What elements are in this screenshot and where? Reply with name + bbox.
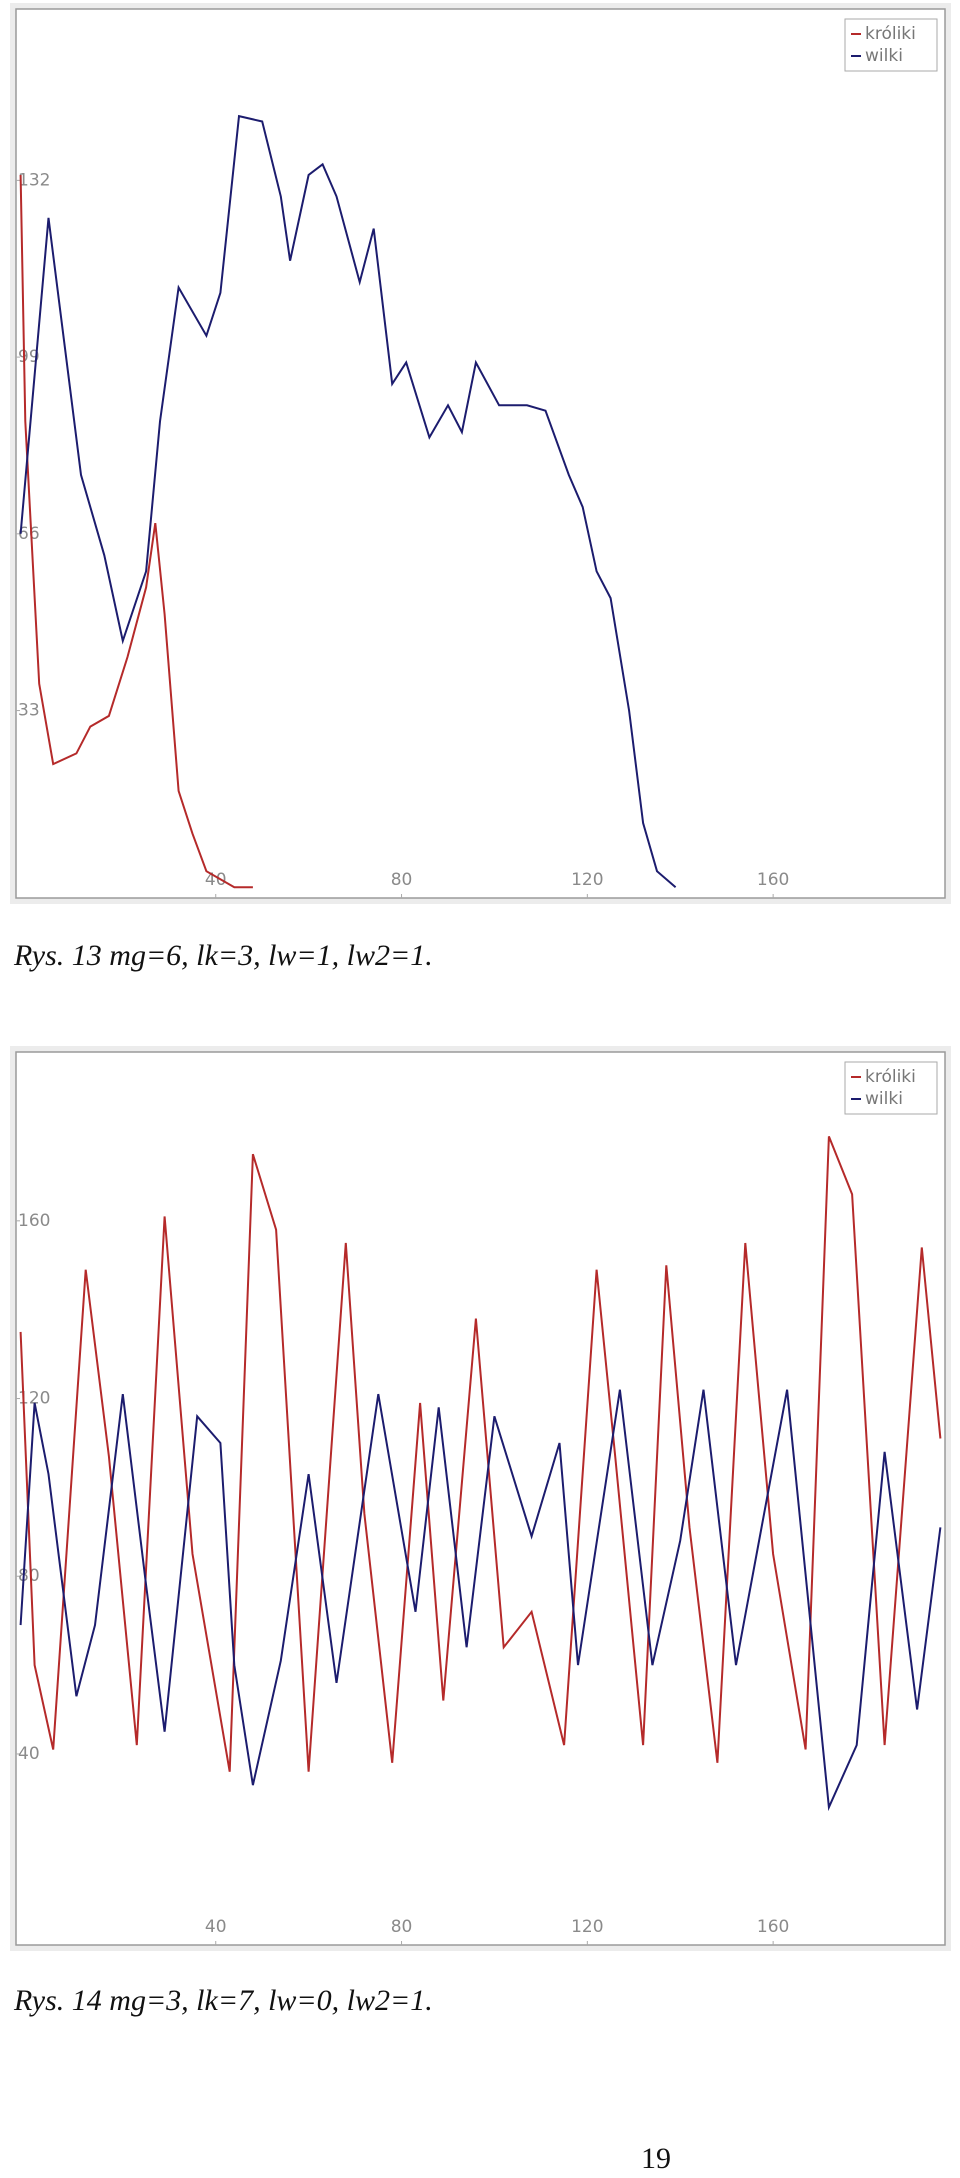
y-tick-label: 66: [18, 524, 40, 544]
plot-area: [15, 8, 946, 899]
x-tick-label: 120: [571, 870, 603, 890]
page-number: 19: [641, 2142, 671, 2175]
legend-label: króliki: [865, 1067, 916, 1087]
legend-label: wilki: [865, 46, 903, 66]
caption: Rys. 13 mg=6, lk=3, lw=1, lw2=1.: [13, 939, 433, 972]
x-tick-label: 160: [757, 1917, 789, 1937]
y-tick-label: 120: [18, 1389, 50, 1409]
y-tick-label: 40: [18, 1744, 40, 1764]
caption: Rys. 14 mg=3, lk=7, lw=0, lw2=1.: [13, 1984, 433, 2017]
y-tick-label: 80: [18, 1566, 40, 1586]
legend-box: [844, 18, 938, 72]
x-tick-label: 160: [757, 870, 789, 890]
y-tick-label: 160: [18, 1211, 50, 1231]
x-tick-label: 80: [391, 1917, 413, 1937]
data-line: [19, 1136, 942, 1772]
data-line: [19, 1389, 942, 1812]
data-line: [19, 174, 253, 889]
x-tick-label: 40: [205, 1917, 227, 1937]
legend-label: wilki: [865, 1089, 903, 1109]
y-tick-label: 33: [18, 701, 40, 721]
data-line: [19, 114, 677, 889]
x-tick-label: 120: [571, 1917, 603, 1937]
legend-box: [844, 1061, 938, 1115]
x-tick-label: 80: [391, 870, 413, 890]
y-tick-label: 132: [18, 170, 50, 190]
plot-area: [15, 1051, 946, 1946]
x-tick-label: 40: [205, 870, 227, 890]
legend-label: króliki: [865, 24, 916, 44]
